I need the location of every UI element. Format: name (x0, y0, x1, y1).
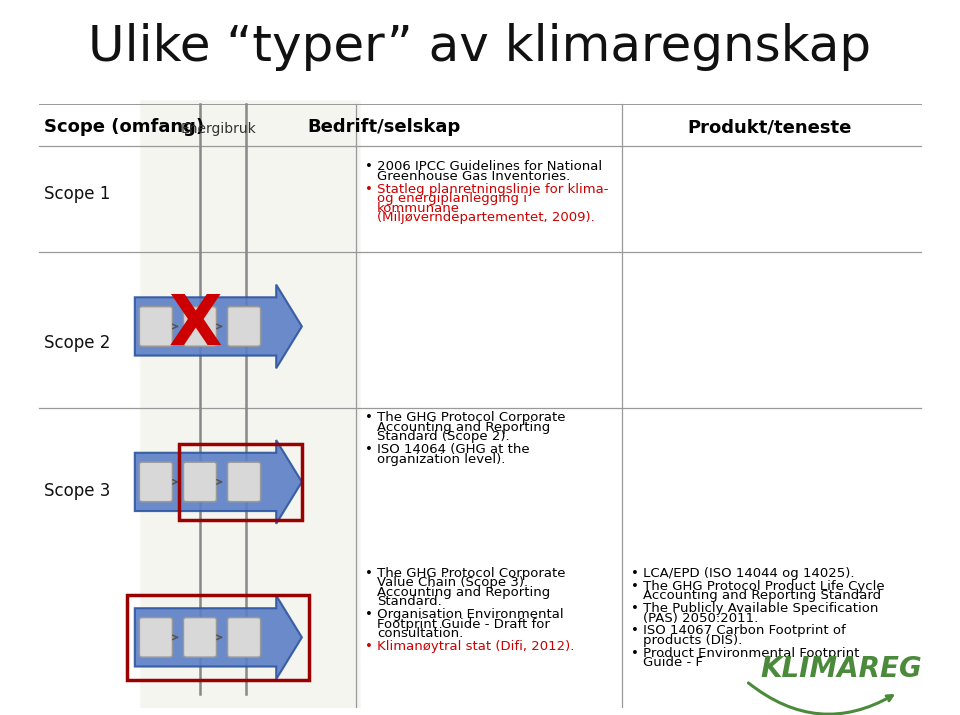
Text: Standard.: Standard. (377, 596, 442, 608)
FancyBboxPatch shape (183, 462, 217, 502)
Text: Standard (Scope 2).: Standard (Scope 2). (377, 430, 510, 443)
Text: kommunane: kommunane (377, 202, 460, 215)
Text: • Klimanøytral stat (Difi, 2012).: • Klimanøytral stat (Difi, 2012). (365, 640, 575, 654)
Text: (Miljøverndepartementet, 2009).: (Miljøverndepartementet, 2009). (377, 212, 595, 225)
FancyBboxPatch shape (140, 100, 361, 708)
FancyBboxPatch shape (139, 307, 173, 346)
Text: • The Publicly Available Specification: • The Publicly Available Specification (632, 602, 878, 615)
FancyBboxPatch shape (183, 307, 217, 346)
FancyBboxPatch shape (139, 462, 173, 502)
Text: products (DIS).: products (DIS). (643, 634, 743, 647)
Text: Value Chain (Scope 3).: Value Chain (Scope 3). (377, 576, 528, 589)
Text: KLIMAREG: KLIMAREG (760, 655, 922, 683)
Text: • ISO 14067 Carbon Footprint of: • ISO 14067 Carbon Footprint of (632, 624, 846, 637)
Polygon shape (134, 285, 301, 368)
Text: • The GHG Protocol Product Life Cycle: • The GHG Protocol Product Life Cycle (632, 580, 885, 593)
Text: • LCA/EPD (ISO 14044 og 14025).: • LCA/EPD (ISO 14044 og 14025). (632, 567, 855, 580)
Text: Scope 2: Scope 2 (44, 333, 110, 352)
Text: organization level).: organization level). (377, 453, 506, 465)
FancyBboxPatch shape (228, 618, 260, 657)
Text: Bedrift/selskap: Bedrift/selskap (307, 118, 460, 136)
Text: • Product Environmental Footprint: • Product Environmental Footprint (632, 647, 860, 660)
Text: X: X (169, 292, 222, 358)
Text: Accounting and Reporting: Accounting and Reporting (377, 586, 550, 598)
Text: Scope 1: Scope 1 (44, 185, 110, 203)
FancyBboxPatch shape (228, 307, 260, 346)
FancyBboxPatch shape (228, 462, 260, 502)
Polygon shape (134, 596, 301, 679)
Text: • Statleg planretningslinje for klima-: • Statleg planretningslinje for klima- (365, 183, 609, 196)
Text: Produkt/teneste: Produkt/teneste (687, 118, 852, 136)
Text: Energibruk: Energibruk (180, 122, 256, 136)
Text: Accounting and Reporting Standard: Accounting and Reporting Standard (643, 589, 881, 602)
Text: • The GHG Protocol Corporate: • The GHG Protocol Corporate (365, 411, 565, 424)
Text: Ulike “typer” av klimaregnskap: Ulike “typer” av klimaregnskap (88, 24, 872, 72)
FancyBboxPatch shape (183, 618, 217, 657)
Text: • ISO 14064 (GHG at the: • ISO 14064 (GHG at the (365, 443, 530, 456)
Text: Guide - F: Guide - F (643, 656, 704, 669)
Text: • The GHG Protocol Corporate: • The GHG Protocol Corporate (365, 567, 565, 580)
Text: Scope 3: Scope 3 (44, 482, 110, 500)
Text: • 2006 IPCC Guidelines for National: • 2006 IPCC Guidelines for National (365, 160, 602, 173)
Text: consultation.: consultation. (377, 627, 464, 641)
FancyBboxPatch shape (139, 618, 173, 657)
Bar (179, 444, 301, 520)
Bar (128, 595, 309, 680)
Text: Greenhouse Gas Inventories.: Greenhouse Gas Inventories. (377, 170, 570, 183)
Text: og energiplanlegging i: og energiplanlegging i (377, 192, 527, 205)
Text: Scope (omfang): Scope (omfang) (44, 118, 204, 136)
Polygon shape (134, 440, 301, 524)
Text: Accounting and Reporting: Accounting and Reporting (377, 421, 550, 434)
Text: • Organisation Environmental: • Organisation Environmental (365, 608, 564, 621)
Text: (PAS) 2050:2011.: (PAS) 2050:2011. (643, 611, 758, 624)
Text: Footprint Guide - Draft for: Footprint Guide - Draft for (377, 618, 550, 631)
